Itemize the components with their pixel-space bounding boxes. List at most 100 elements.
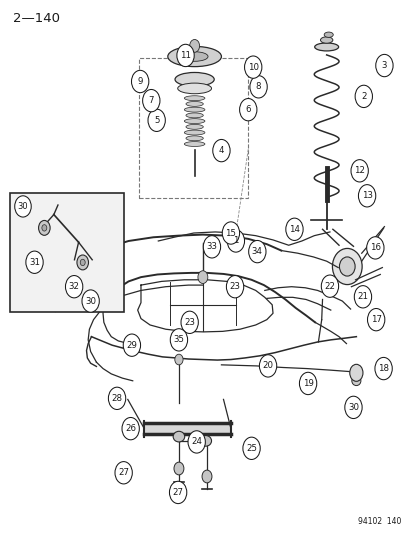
Text: 15: 15	[225, 229, 236, 238]
Ellipse shape	[184, 142, 204, 147]
Text: 25: 25	[245, 444, 256, 453]
Circle shape	[226, 276, 243, 298]
Circle shape	[122, 417, 139, 440]
Text: 30: 30	[18, 202, 28, 211]
Ellipse shape	[199, 435, 211, 446]
Text: 21: 21	[356, 292, 368, 301]
Text: 14: 14	[288, 225, 299, 234]
Text: 30: 30	[85, 296, 96, 305]
Text: 23: 23	[229, 282, 240, 291]
Circle shape	[188, 431, 205, 453]
Ellipse shape	[332, 248, 361, 285]
Ellipse shape	[185, 136, 203, 141]
Text: 18: 18	[377, 364, 388, 373]
Text: 13: 13	[361, 191, 372, 200]
Text: 27: 27	[172, 488, 183, 497]
Ellipse shape	[184, 96, 204, 101]
Circle shape	[358, 184, 375, 207]
Circle shape	[248, 240, 266, 263]
Text: 22: 22	[324, 281, 335, 290]
Circle shape	[176, 44, 194, 67]
Text: 28: 28	[111, 394, 122, 403]
Ellipse shape	[339, 257, 354, 276]
Text: 8: 8	[255, 82, 261, 91]
Ellipse shape	[185, 101, 203, 107]
Ellipse shape	[175, 72, 214, 86]
Circle shape	[242, 437, 260, 459]
Bar	[139, 58, 248, 198]
Ellipse shape	[177, 83, 211, 94]
Text: 6: 6	[245, 105, 250, 114]
Text: 2—140: 2—140	[13, 12, 60, 26]
Circle shape	[354, 286, 371, 308]
Circle shape	[180, 311, 198, 334]
Circle shape	[169, 481, 186, 504]
Circle shape	[320, 275, 338, 297]
Circle shape	[15, 196, 31, 217]
Circle shape	[80, 259, 85, 265]
Text: 16: 16	[369, 244, 380, 253]
Circle shape	[222, 222, 239, 244]
Circle shape	[189, 39, 199, 52]
Circle shape	[354, 85, 372, 108]
Circle shape	[367, 309, 384, 331]
Circle shape	[375, 54, 392, 77]
Circle shape	[285, 218, 302, 240]
Circle shape	[38, 221, 50, 236]
Text: 35: 35	[173, 335, 184, 344]
Text: 26: 26	[125, 424, 136, 433]
Circle shape	[350, 160, 368, 182]
Circle shape	[366, 237, 383, 259]
Text: 3: 3	[381, 61, 386, 70]
Ellipse shape	[323, 32, 332, 37]
Circle shape	[203, 236, 220, 258]
Circle shape	[244, 56, 261, 78]
Circle shape	[42, 225, 47, 231]
Circle shape	[202, 470, 211, 483]
Ellipse shape	[184, 107, 204, 112]
Circle shape	[212, 140, 230, 162]
Circle shape	[259, 355, 276, 377]
Text: 29: 29	[126, 341, 137, 350]
Text: 10: 10	[247, 63, 258, 71]
Ellipse shape	[314, 43, 338, 51]
Text: 11: 11	[180, 51, 190, 60]
Text: 94102  140: 94102 140	[357, 517, 400, 526]
Ellipse shape	[181, 52, 207, 61]
Text: 32: 32	[69, 282, 79, 291]
Text: 5: 5	[154, 116, 159, 125]
Ellipse shape	[184, 119, 204, 124]
Text: 7: 7	[148, 96, 154, 105]
Ellipse shape	[167, 46, 221, 67]
Circle shape	[82, 290, 99, 312]
Circle shape	[174, 354, 183, 365]
Text: 34: 34	[251, 247, 262, 256]
Circle shape	[227, 230, 244, 252]
Circle shape	[77, 255, 88, 270]
Circle shape	[131, 70, 148, 93]
Circle shape	[170, 329, 187, 351]
Text: 19: 19	[302, 379, 313, 388]
Ellipse shape	[173, 431, 184, 442]
Circle shape	[349, 365, 362, 381]
Ellipse shape	[185, 124, 203, 130]
Circle shape	[142, 90, 159, 112]
Circle shape	[26, 251, 43, 273]
Circle shape	[147, 109, 165, 132]
Bar	[10, 193, 123, 312]
Text: 2: 2	[360, 92, 366, 101]
Ellipse shape	[351, 376, 360, 385]
Circle shape	[115, 462, 132, 484]
Text: 17: 17	[370, 315, 381, 324]
Circle shape	[108, 387, 126, 409]
Circle shape	[197, 271, 207, 284]
Circle shape	[299, 372, 316, 394]
Text: 4: 4	[218, 146, 224, 155]
Ellipse shape	[185, 113, 203, 118]
Text: 9: 9	[137, 77, 142, 86]
Text: 31: 31	[29, 258, 40, 266]
Circle shape	[374, 358, 391, 379]
Ellipse shape	[320, 37, 332, 43]
Ellipse shape	[184, 130, 204, 135]
Bar	[144, 423, 230, 434]
